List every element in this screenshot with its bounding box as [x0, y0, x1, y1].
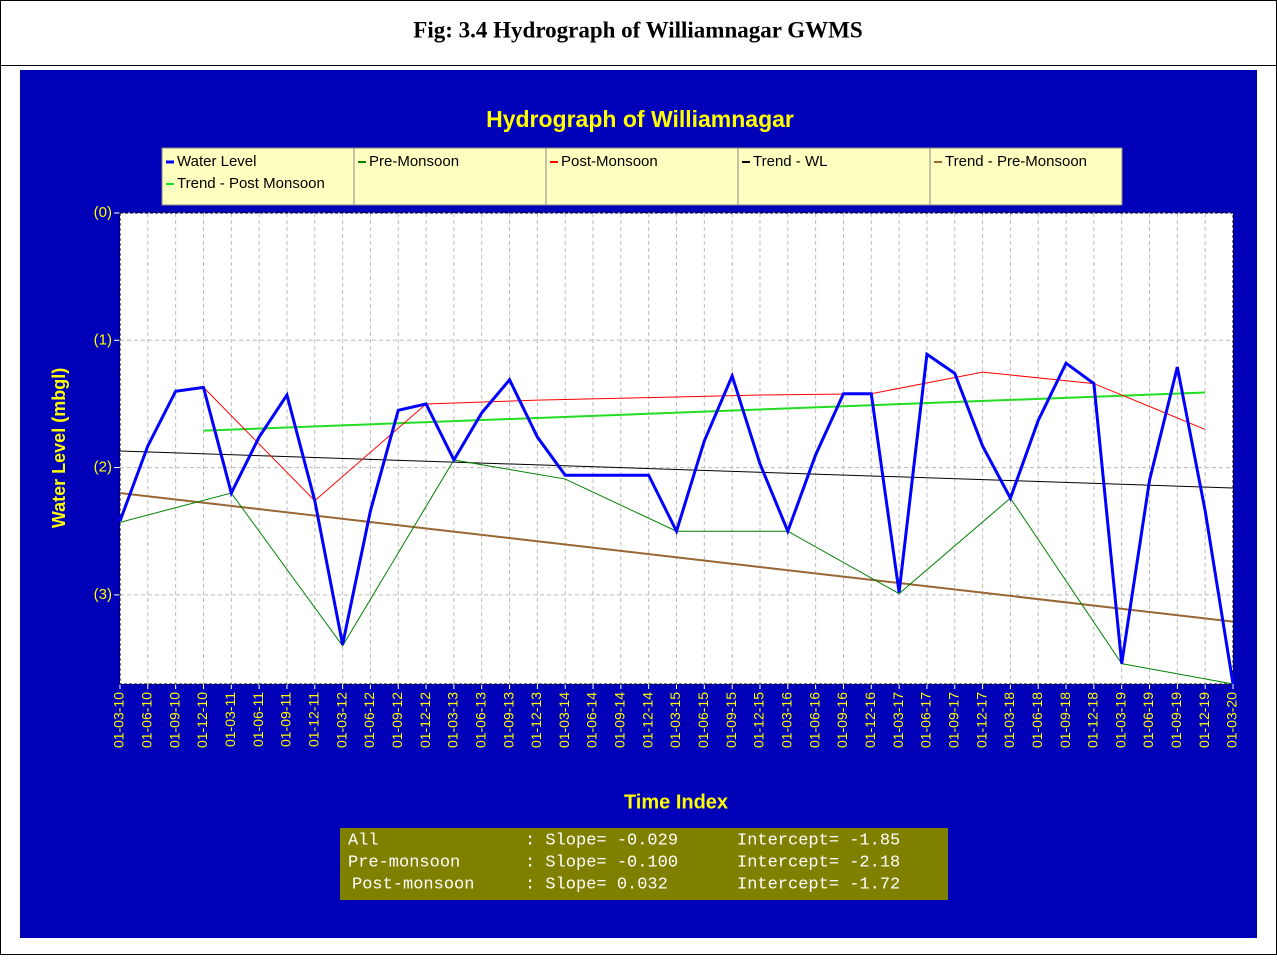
legend-cell	[161, 147, 355, 206]
stat-text: : Slope= 0.032	[525, 875, 668, 894]
x-tick-label: 01-09-10	[166, 692, 182, 748]
legend-label: Trend - Pre-Monsoon	[945, 153, 1087, 170]
x-tick-label: 01-12-15	[751, 692, 767, 748]
stat-text: All	[348, 831, 379, 850]
y-tick-label: (3)	[94, 586, 112, 603]
legend-label: Pre-Monsoon	[369, 153, 459, 170]
series-line	[203, 371, 1206, 502]
y-axis-title: Water Level (mbgl)	[49, 368, 69, 528]
x-tick-label: 01-03-17	[890, 692, 906, 748]
x-tick-label: 01-06-12	[361, 692, 377, 748]
x-tick-label: 01-03-19	[1112, 692, 1128, 748]
series-line	[119, 492, 1234, 623]
stat-text: Intercept= -2.18	[737, 853, 900, 872]
stat-text: : Slope= -0.100	[525, 853, 678, 872]
stat-text: Intercept= -1.85	[737, 831, 900, 850]
x-tick-label: 01-09-16	[834, 692, 850, 748]
x-tick-label: 01-12-14	[639, 692, 655, 748]
x-tick-label: 01-12-10	[194, 692, 210, 748]
stat-text: Pre-monsoon	[348, 853, 460, 872]
x-tick-label: 01-12-18	[1085, 692, 1101, 748]
series-line	[203, 391, 1206, 432]
stats-box	[340, 828, 948, 900]
x-tick-label: 01-12-17	[973, 692, 989, 748]
legend-cell	[545, 147, 739, 206]
series-line	[118, 351, 1235, 685]
x-tick-label: 01-12-13	[528, 692, 544, 748]
legend-cell	[353, 147, 547, 206]
x-tick-label: 01-09-15	[723, 692, 739, 748]
legend-label: Trend - Post Monsoon	[177, 175, 325, 192]
y-tick-label: (1)	[94, 331, 112, 348]
x-tick-label: 01-09-11	[278, 692, 294, 747]
stat-text: Intercept= -1.72	[737, 875, 900, 894]
x-tick-label: 01-09-17	[945, 692, 961, 748]
x-tick-label: 01-03-11	[222, 692, 238, 747]
x-tick-label: 01-06-19	[1140, 692, 1156, 748]
legend-cell	[737, 147, 931, 206]
x-tick-label: 01-06-15	[695, 692, 711, 748]
x-tick-label: 01-09-19	[1168, 692, 1184, 748]
series-line	[119, 450, 1234, 489]
x-tick-label: 01-06-13	[472, 692, 488, 748]
legend-cell	[929, 147, 1123, 206]
x-tick-label: 01-06-11	[250, 692, 266, 747]
x-tick-label: 01-06-17	[918, 692, 934, 748]
x-tick-label: 01-03-10	[111, 692, 127, 748]
stat-text: Post-monsoon	[352, 875, 474, 894]
legend-label: Post-Monsoon	[561, 153, 658, 170]
x-tick-label: 01-12-16	[862, 692, 878, 748]
chart-layer: 01-03-10 01-06-10 01-09-10 01-12-10 01-03-11…	[94, 147, 1240, 894]
x-tick-label: 01-12-19	[1196, 692, 1212, 748]
legend-label: Water Level	[177, 153, 256, 170]
x-tick-label: 01-03-18	[1001, 692, 1017, 748]
x-tick-label: 01-06-16	[806, 692, 822, 748]
legend-label: Trend - WL	[753, 153, 827, 170]
stat-text: : Slope= -0.029	[525, 831, 678, 850]
chart-title: Hydrograph of Williamnagar	[486, 106, 794, 132]
x-tick-label: 01-06-18	[1029, 692, 1045, 748]
x-tick-label: 01-12-11	[305, 692, 321, 747]
x-tick-label: 01-06-14	[584, 692, 600, 748]
x-tick-label: 01-03-20	[1224, 692, 1240, 748]
x-tick-label: 01-09-13	[500, 692, 516, 748]
x-axis-title: Time Index	[624, 791, 728, 813]
x-tick-label: 01-12-12	[417, 692, 433, 748]
x-tick-label: 01-03-15	[667, 692, 683, 748]
x-tick-label: 01-03-13	[445, 692, 461, 748]
x-tick-label: 01-03-14	[556, 692, 572, 748]
x-tick-label: 01-09-14	[612, 692, 628, 748]
x-tick-label: 01-06-10	[139, 692, 155, 748]
x-tick-label: 01-09-18	[1057, 692, 1073, 748]
x-tick-label: 01-03-16	[779, 692, 795, 748]
plot-border	[119, 212, 1234, 685]
y-tick-label: (2)	[94, 459, 112, 476]
x-tick-label: 01-03-12	[333, 692, 349, 748]
caption: Fig: 3.4 Hydrograph of Williamnagar GWMS	[413, 17, 862, 42]
x-tick-label: 01-09-12	[389, 692, 405, 748]
y-tick-label: (0)	[94, 204, 112, 221]
